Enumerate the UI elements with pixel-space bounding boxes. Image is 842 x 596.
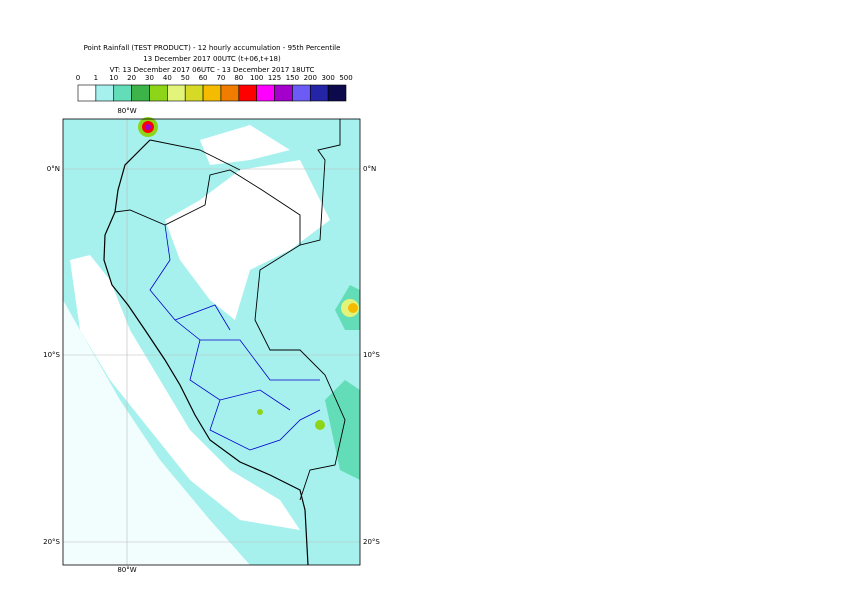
colorbar-label: 100 bbox=[250, 74, 263, 82]
lat-label: 10°S bbox=[43, 351, 60, 359]
colorbar-box bbox=[274, 84, 293, 102]
dry-area bbox=[70, 255, 300, 530]
rain-cell bbox=[348, 303, 358, 313]
colorbar-box bbox=[309, 84, 329, 102]
colorbar-box bbox=[95, 84, 115, 102]
title-line: 13 December 2017 00UTC (t+06,t+18) bbox=[143, 55, 281, 63]
colorbar-label: 30 bbox=[145, 74, 154, 82]
rain-cell bbox=[315, 420, 325, 430]
colorbar-box bbox=[149, 84, 168, 102]
colorbar-box bbox=[77, 84, 97, 102]
dry-area bbox=[63, 300, 250, 565]
colorbar-label: 60 bbox=[199, 74, 208, 82]
rain-cell bbox=[145, 124, 151, 130]
coastline bbox=[103, 139, 309, 566]
dry-area bbox=[200, 125, 290, 165]
colorbar-label: 0 bbox=[76, 74, 80, 82]
colorbar-box bbox=[131, 84, 150, 102]
colorbar-label: 70 bbox=[216, 74, 225, 82]
colorbar-box bbox=[327, 84, 347, 102]
colorbar-label: 80 bbox=[234, 74, 243, 82]
colorbar-label: 10 bbox=[109, 74, 118, 82]
colorbar-box bbox=[113, 84, 132, 102]
title-line: VT: 13 December 2017 06UTC - 13 December… bbox=[110, 66, 315, 74]
country-border bbox=[254, 244, 346, 501]
colorbar-box bbox=[292, 84, 311, 102]
colorbar-label: 200 bbox=[304, 74, 317, 82]
colorbar-box bbox=[238, 84, 257, 102]
colorbar-box bbox=[167, 84, 186, 102]
rain-area bbox=[63, 119, 120, 245]
title-line: Point Rainfall (TEST PRODUCT) - 12 hourl… bbox=[84, 44, 341, 52]
colorbar-box bbox=[220, 84, 240, 102]
country-border bbox=[149, 139, 241, 171]
colorbar-label: 500 bbox=[339, 74, 352, 82]
lat-label: 0°N bbox=[363, 165, 376, 173]
lat-label: 20°S bbox=[363, 538, 380, 546]
colorbar-label: 300 bbox=[321, 74, 334, 82]
colorbar-box bbox=[202, 84, 222, 102]
lon-label: 80°W bbox=[117, 107, 136, 115]
lon-label: 80°W bbox=[117, 566, 136, 574]
colorbar-label: 40 bbox=[163, 74, 172, 82]
lat-label: 0°N bbox=[47, 165, 60, 173]
map-frame bbox=[62, 118, 361, 566]
rain-cell bbox=[257, 409, 263, 415]
country-border bbox=[114, 119, 341, 246]
colorbar-label: 20 bbox=[127, 74, 136, 82]
colorbar-label: 150 bbox=[286, 74, 299, 82]
colorbar-label: 50 bbox=[181, 74, 190, 82]
region-border bbox=[149, 224, 321, 451]
colorbar-label: 125 bbox=[268, 74, 281, 82]
colorbar-box bbox=[184, 84, 204, 102]
colorbar-label: 1 bbox=[94, 74, 98, 82]
map-panel bbox=[62, 117, 361, 566]
colorbar-box bbox=[256, 84, 275, 102]
lat-label: 10°S bbox=[363, 351, 380, 359]
lat-label: 20°S bbox=[43, 538, 60, 546]
